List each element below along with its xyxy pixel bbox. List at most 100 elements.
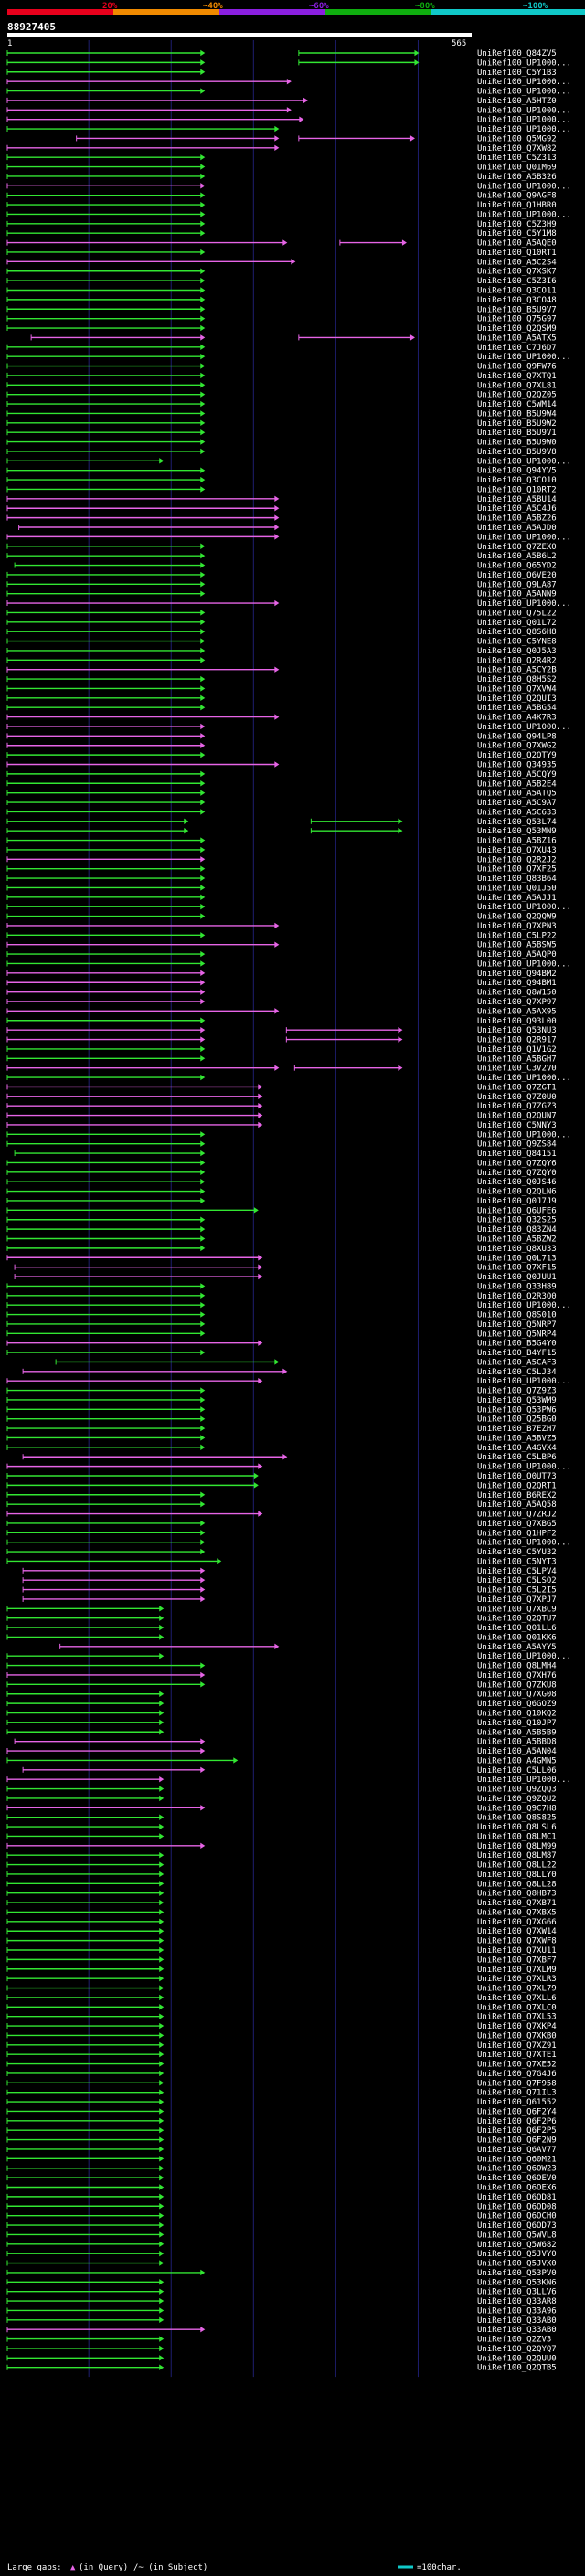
hit-accession-link[interactable]: UniRef100_Q5JVY0 [477, 2250, 557, 2259]
hit-row[interactable]: UniRef100_C5NNY3 [6, 1121, 557, 1130]
hit-row[interactable]: UniRef100_Q7XVW4 [6, 684, 557, 694]
hit-accession-link[interactable]: UniRef100_Q25BG0 [477, 1415, 557, 1425]
hit-row[interactable]: UniRef100_A5AYY5 [59, 1643, 557, 1652]
hit-accession-link[interactable]: UniRef100_Q3CO11 [477, 287, 557, 296]
hit-accession-link[interactable]: UniRef100_Q2R917 [477, 1036, 557, 1045]
hit-row[interactable]: UniRef100_Q7XL79 [6, 1985, 557, 1994]
hit-accession-link[interactable]: UniRef100_Q0L713 [477, 1254, 557, 1263]
hit-row[interactable]: UniRef100_Q0L713 [6, 1254, 557, 1263]
hit-accession-link[interactable]: UniRef100_Q8S010 [477, 1311, 557, 1320]
hit-accession-link[interactable]: UniRef100_Q1HBR0 [477, 201, 557, 210]
hit-row[interactable]: UniRef100_A5BU14 [6, 495, 557, 504]
hit-row[interactable]: UniRef100_Q6OD81 [6, 2193, 557, 2202]
hit-accession-link[interactable]: UniRef100_C5Z3H9 [477, 220, 557, 229]
hit-row[interactable]: UniRef100_Q8S825 [6, 1814, 557, 1823]
hit-row[interactable]: UniRef100_Q75G97 [6, 315, 557, 324]
hit-accession-link[interactable]: UniRef100_Q5W682 [477, 2241, 557, 2250]
hit-accession-link[interactable]: UniRef100_Q7ZGT1 [477, 1083, 557, 1092]
hit-row[interactable]: UniRef100_UP1000... [6, 1463, 571, 1472]
hit-row[interactable]: UniRef100_Q0JS46 [6, 1178, 557, 1187]
hit-row[interactable]: UniRef100_C5LP22 [6, 931, 557, 940]
hit-accession-link[interactable]: UniRef100_Q33AB0 [477, 2326, 557, 2335]
hit-row[interactable]: UniRef100_Q7ZQY0 [6, 1169, 557, 1178]
hit-accession-link[interactable]: UniRef100_UP1000... [477, 182, 571, 191]
hit-accession-link[interactable]: UniRef100_Q7ZRJ2 [477, 1511, 557, 1520]
hit-row[interactable]: UniRef100_A5AJD0 [18, 524, 557, 533]
hit-row[interactable]: UniRef100_Q7ZEX0 [6, 543, 557, 552]
hit-accession-link[interactable]: UniRef100_C5LL06 [477, 1766, 557, 1776]
hit-accession-link[interactable]: UniRef100_Q7XW82 [477, 144, 557, 154]
hit-row[interactable]: UniRef100_Q9AGF8 [6, 192, 557, 201]
hit-row[interactable]: UniRef100_B4YF15 [6, 1349, 557, 1358]
hit-row[interactable]: UniRef100_UP1000... [6, 58, 571, 68]
hit-row[interactable]: UniRef100_C5NYT3 [6, 1557, 557, 1566]
hit-row[interactable]: UniRef100_Q10JP7 [6, 1719, 557, 1728]
hit-row[interactable]: UniRef100_Q0J7J9 [6, 1197, 557, 1206]
hit-accession-link[interactable]: UniRef100_Q53WM9 [477, 1396, 557, 1405]
hit-row[interactable]: UniRef100_Q01M69 [6, 164, 557, 173]
hit-accession-link[interactable]: UniRef100_Q33A96 [477, 2306, 557, 2316]
hit-row[interactable]: UniRef100_UP1000... [6, 1776, 571, 1785]
hit-accession-link[interactable]: UniRef100_A5AJJ1 [477, 894, 557, 903]
hit-accession-link[interactable]: UniRef100_Q2QYQ7 [477, 2345, 557, 2354]
hit-accession-link[interactable]: UniRef100_Q5WVL8 [477, 2231, 557, 2240]
hit-row[interactable]: UniRef100_Q8XU33 [6, 1245, 557, 1254]
hit-accession-link[interactable]: UniRef100_Q7XWF8 [477, 1937, 557, 1946]
hit-row[interactable]: UniRef100_Q3LLV6 [6, 2288, 557, 2297]
hit-row[interactable]: UniRef100_A5B5B9 [6, 1728, 557, 1737]
hit-accession-link[interactable]: UniRef100_Q7XBX5 [477, 1908, 557, 1917]
hit-row[interactable]: UniRef100_C5LL06 [22, 1766, 557, 1776]
hit-row[interactable]: UniRef100_UP1000... [6, 182, 571, 191]
hit-row[interactable]: UniRef100_Q7XL53 [6, 2013, 557, 2022]
hit-accession-link[interactable]: UniRef100_Q8W150 [477, 989, 557, 998]
hit-accession-link[interactable]: UniRef100_Q2QTB5 [477, 2364, 557, 2373]
hit-row[interactable]: UniRef100_Q94LP8 [6, 732, 557, 741]
hit-accession-link[interactable]: UniRef100_Q2QUU0 [477, 2354, 557, 2363]
hit-accession-link[interactable]: UniRef100_A5BZ16 [477, 837, 557, 846]
hit-row[interactable]: UniRef100_UP1000... [6, 1377, 571, 1386]
hit-row[interactable]: UniRef100_Q6OD08 [6, 2202, 557, 2211]
hit-accession-link[interactable]: UniRef100_Q71IL3 [477, 2089, 557, 2098]
hit-accession-link[interactable]: UniRef100_A5ANN9 [477, 590, 557, 599]
hit-accession-link[interactable]: UniRef100_UP1000... [477, 959, 571, 969]
hit-row[interactable]: UniRef100_A5ANN9 [6, 590, 557, 599]
hit-accession-link[interactable]: UniRef100_Q2ZV3 [477, 2336, 551, 2345]
hit-row[interactable]: UniRef100_A5C2S4 [6, 258, 557, 267]
hit-accession-link[interactable]: UniRef100_Q94BM1 [477, 979, 557, 988]
hit-accession-link[interactable]: UniRef100_Q94YV5 [477, 467, 557, 476]
hit-row[interactable]: UniRef100_Q94YV5 [6, 467, 557, 476]
hit-accession-link[interactable]: UniRef100_Q7G4J6 [477, 2070, 557, 2079]
hit-row[interactable]: UniRef100_Q5NRP4 [6, 1330, 557, 1339]
hit-row[interactable]: UniRef100_Q7XLC0 [6, 2003, 557, 2012]
hit-accession-link[interactable]: UniRef100_Q7ZQY6 [477, 1159, 557, 1168]
hit-accession-link[interactable]: UniRef100_Q8LL28 [477, 1880, 557, 1889]
hit-row[interactable]: UniRef100_Q7XL81 [6, 381, 557, 390]
hit-row[interactable]: UniRef100_Q10RT1 [6, 249, 557, 258]
hit-accession-link[interactable]: UniRef100_C5LP22 [477, 931, 557, 940]
hit-accession-link[interactable]: UniRef100_Q7Z9Z3 [477, 1387, 557, 1396]
hit-row[interactable]: UniRef100_C5Z3I6 [6, 277, 557, 286]
hit-row[interactable]: UniRef100_A5AQE0 [6, 239, 557, 249]
hit-accession-link[interactable]: UniRef100_Q6OD08 [477, 2202, 557, 2211]
hit-accession-link[interactable]: UniRef100_Q7XKP4 [477, 2022, 557, 2031]
hit-row[interactable]: UniRef100_Q2QUU0 [6, 2354, 557, 2363]
hit-accession-link[interactable]: UniRef100_UP1000... [477, 1652, 571, 1661]
hit-row[interactable]: UniRef100_C5Y1M8 [6, 229, 557, 239]
hit-row[interactable]: UniRef100_A5CAF3 [55, 1358, 557, 1367]
hit-row[interactable]: UniRef100_Q83ZN4 [6, 1225, 557, 1235]
hit-row[interactable]: UniRef100_UP1000... [6, 457, 571, 466]
hit-accession-link[interactable]: UniRef100_Q01J50 [477, 884, 557, 893]
hit-accession-link[interactable]: UniRef100_Q53PW6 [477, 1405, 557, 1415]
hit-accession-link[interactable]: UniRef100_Q7XG08 [477, 1691, 557, 1700]
hit-row[interactable]: UniRef100_B5U9V8 [6, 448, 557, 457]
hit-accession-link[interactable]: UniRef100_UP1000... [477, 1776, 571, 1785]
hit-accession-link[interactable]: UniRef100_Q7XLR3 [477, 1975, 557, 1984]
hit-accession-link[interactable]: UniRef100_UP1000... [477, 353, 571, 362]
hit-accession-link[interactable]: UniRef100_Q10RT1 [477, 249, 557, 258]
hit-row[interactable]: UniRef100_Q8H5S2 [6, 675, 557, 684]
hit-accession-link[interactable]: UniRef100_Q7XLM9 [477, 1966, 557, 1975]
hit-accession-link[interactable]: UniRef100_Q7XLC0 [477, 2003, 557, 2012]
hit-accession-link[interactable]: UniRef100_Q7XTE1 [477, 2051, 557, 2060]
hit-row[interactable]: UniRef100_Q33AB0 [6, 2326, 557, 2335]
hit-row[interactable]: UniRef100_Q2R3Q0 [6, 1292, 557, 1301]
